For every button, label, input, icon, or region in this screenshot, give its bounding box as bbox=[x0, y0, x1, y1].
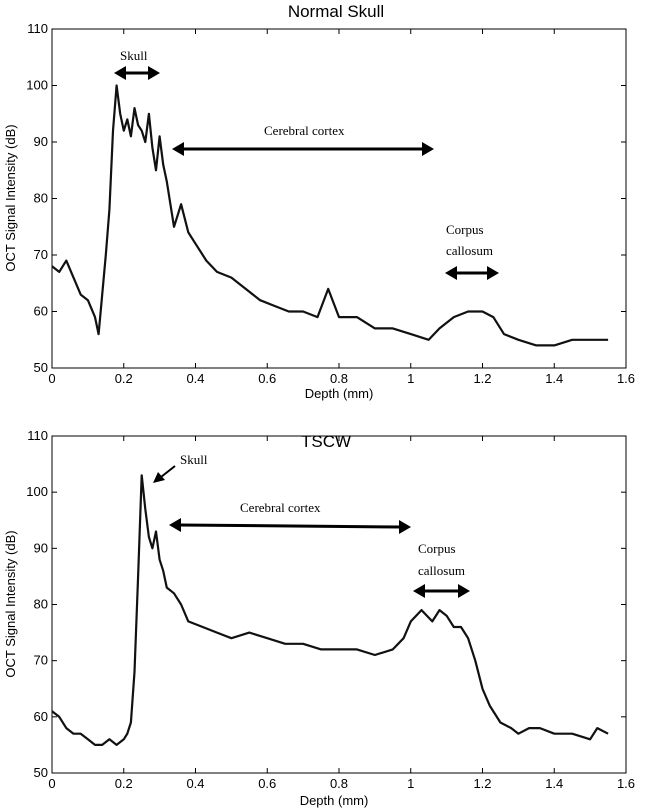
arrowhead bbox=[153, 472, 165, 483]
annotation-callosum: callosum bbox=[446, 243, 493, 258]
y-tick-label: 90 bbox=[34, 134, 48, 149]
annotation-cerebral-cortex: Cerebral cortex bbox=[240, 500, 321, 515]
chart-normal-skull: Normal Skull 0 0.2 0.4 0.6 0.8 1 1.2 1.4 1.6 50 6… bbox=[3, 2, 635, 401]
arrow-cerebral-cortex bbox=[178, 523, 402, 529]
y-tick-label: 50 bbox=[34, 360, 48, 375]
chart-tscw: TSCW 0 0.2 0.4 0.6 0.8 1 1.2 1.4 1.6 50 60 70 80 90 1… bbox=[3, 428, 635, 808]
x-tick-label: 0.8 bbox=[330, 776, 348, 791]
x-tick-label: 1 bbox=[407, 371, 414, 386]
arrowhead bbox=[172, 142, 184, 156]
annotation-corpus: Corpus bbox=[446, 222, 484, 237]
arrowhead bbox=[114, 66, 126, 80]
y-tick-label: 60 bbox=[34, 709, 48, 724]
y-tick-label: 100 bbox=[26, 484, 48, 499]
arrowhead bbox=[458, 584, 470, 598]
annotation-callosum: callosum bbox=[418, 563, 465, 578]
x-tick-label: 0.4 bbox=[186, 371, 204, 386]
x-tick-label: 1.4 bbox=[545, 776, 563, 791]
y-tick-label: 100 bbox=[26, 78, 48, 93]
arrow-skull bbox=[160, 465, 176, 478]
y-axis: 50 60 70 80 90 100 110 bbox=[26, 21, 626, 375]
x-tick-label: 0.2 bbox=[115, 371, 133, 386]
chart-title: Normal Skull bbox=[288, 2, 384, 21]
series-line bbox=[51, 84, 609, 347]
y-tick-label: 50 bbox=[34, 765, 48, 780]
x-tick-label: 0 bbox=[48, 776, 55, 791]
x-tick-label: 1 bbox=[407, 776, 414, 791]
series-line bbox=[51, 474, 609, 746]
x-axis: 0 0.2 0.4 0.6 0.8 1 1.2 1.4 1.6 bbox=[48, 436, 635, 791]
x-tick-label: 0.4 bbox=[186, 776, 204, 791]
x-axis: 0 0.2 0.4 0.6 0.8 1 1.2 1.4 1.6 bbox=[48, 29, 635, 386]
x-tick-label: 1.2 bbox=[473, 776, 491, 791]
y-tick-label: 80 bbox=[34, 597, 48, 612]
annotation-corpus: Corpus bbox=[418, 541, 456, 556]
x-tick-label: 0.8 bbox=[330, 371, 348, 386]
annotation-skull: Skull bbox=[180, 452, 208, 467]
arrowhead bbox=[399, 520, 411, 534]
y-tick-label: 90 bbox=[34, 540, 48, 555]
arrowhead bbox=[413, 584, 425, 598]
x-tick-label: 1.2 bbox=[473, 371, 491, 386]
x-axis-label: Depth (mm) bbox=[300, 793, 369, 808]
y-axis: 50 60 70 80 90 100 110 bbox=[26, 428, 626, 780]
y-tick-label: 70 bbox=[34, 247, 48, 262]
x-tick-label: 0.2 bbox=[115, 776, 133, 791]
y-tick-label: 110 bbox=[27, 21, 48, 36]
arrowhead bbox=[445, 266, 457, 280]
x-tick-label: 1.6 bbox=[617, 776, 635, 791]
y-axis-label: OCT Signal Intensity (dB) bbox=[3, 124, 18, 271]
chart-title: TSCW bbox=[301, 432, 351, 451]
annotation-skull: Skull bbox=[120, 48, 148, 63]
y-tick-label: 80 bbox=[34, 191, 48, 206]
x-tick-label: 0.6 bbox=[258, 776, 276, 791]
annotation-cerebral-cortex: Cerebral cortex bbox=[264, 123, 345, 138]
arrowhead bbox=[487, 266, 499, 280]
arrowhead bbox=[169, 518, 181, 532]
y-tick-label: 60 bbox=[34, 304, 48, 319]
x-tick-label: 0.6 bbox=[258, 371, 276, 386]
arrowhead bbox=[422, 142, 434, 156]
x-tick-label: 1.4 bbox=[545, 371, 563, 386]
y-axis-label: OCT Signal Intensity (dB) bbox=[3, 530, 18, 677]
x-axis-label: Depth (mm) bbox=[305, 386, 374, 401]
y-tick-label: 110 bbox=[27, 428, 48, 443]
x-tick-label: 0 bbox=[48, 371, 55, 386]
arrowhead bbox=[148, 66, 160, 80]
y-tick-label: 70 bbox=[34, 653, 48, 668]
x-tick-label: 1.6 bbox=[617, 371, 635, 386]
